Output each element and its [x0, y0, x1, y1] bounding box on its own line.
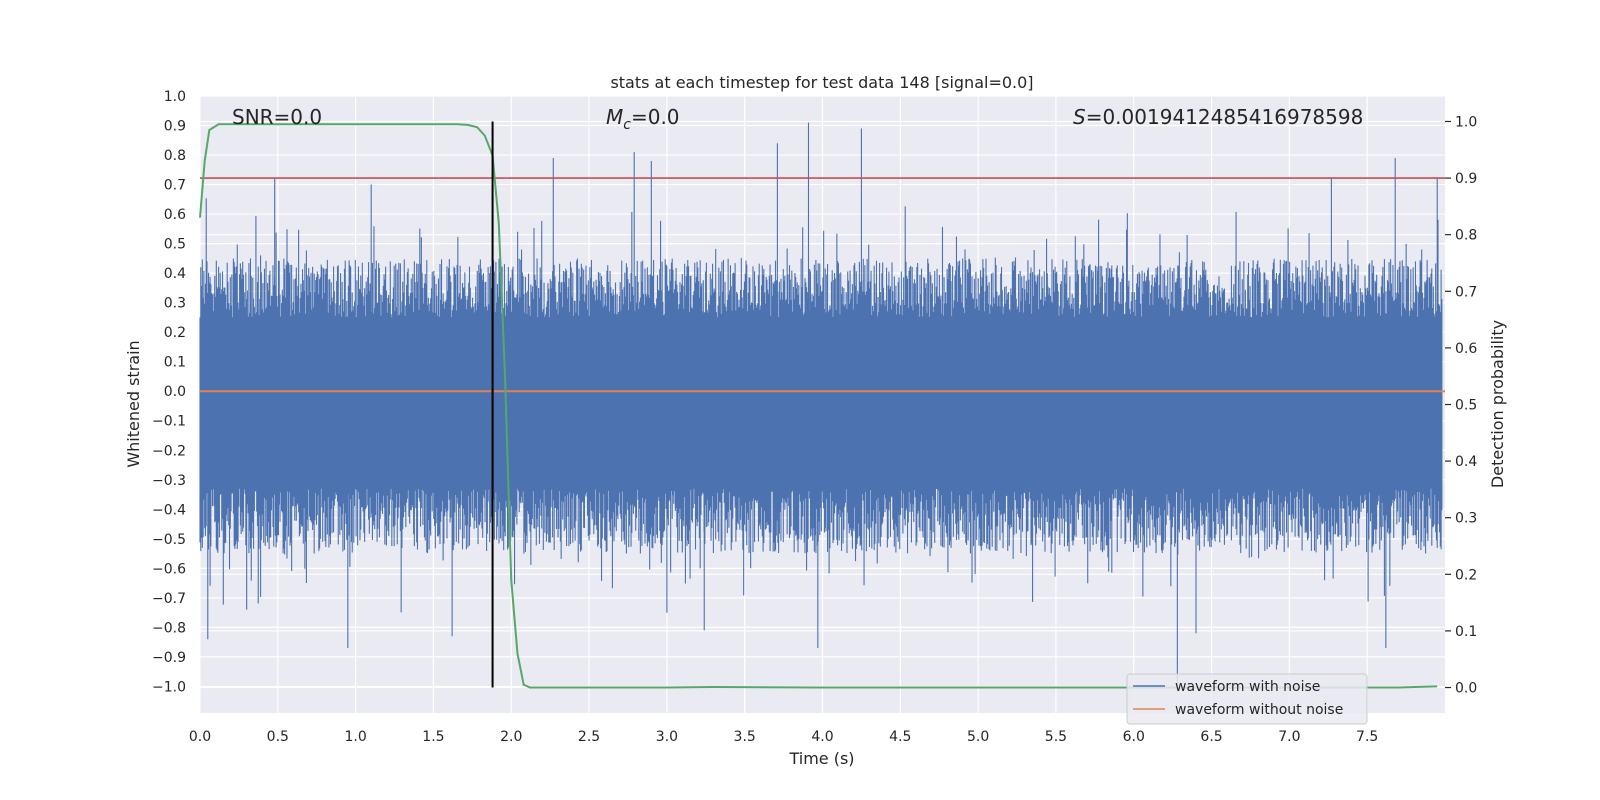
y-tick-label-right: 0.0 — [1455, 681, 1477, 697]
x-tick-label: 2.5 — [578, 729, 600, 745]
x-tick-label: 6.0 — [1123, 729, 1145, 745]
y-tick-label: −0.6 — [152, 561, 186, 577]
x-tick-label: 7.5 — [1356, 729, 1378, 745]
y-axis-title: Whitened strain — [124, 340, 143, 467]
x-tick-label: 3.0 — [656, 729, 678, 745]
x-tick-label: 2.0 — [500, 729, 522, 745]
y-tick-label-right: 0.7 — [1455, 284, 1477, 300]
annotation-s: S=0.0019412485416978598 — [1073, 105, 1363, 129]
y-tick-label: 0.5 — [164, 237, 186, 253]
y-tick-label-right: 0.5 — [1455, 398, 1477, 414]
x-tick-label: 6.5 — [1200, 729, 1222, 745]
annotation-snr: SNR=0.0 — [232, 105, 322, 129]
annotation-mc-value: =0.0 — [631, 105, 680, 129]
chart-title: stats at each timestep for test data 148… — [610, 73, 1033, 92]
y-tick-label: −0.3 — [152, 473, 186, 489]
x-tick-label: 5.5 — [1045, 729, 1067, 745]
x-tick-label: 5.0 — [967, 729, 989, 745]
x-tick-label: 0.0 — [189, 729, 211, 745]
legend-box — [1126, 673, 1368, 725]
y-tick-label-right: 0.4 — [1455, 454, 1477, 470]
y-tick-label: −0.5 — [152, 532, 186, 548]
y-tick-label: 0.0 — [164, 384, 186, 400]
y-axis-title-right: Detection probability — [1488, 320, 1507, 488]
y-tick-label: −0.2 — [152, 443, 186, 459]
y-tick-label-right: 0.1 — [1455, 624, 1477, 640]
annotation-s-symbol: S — [1073, 105, 1086, 129]
waveform-with-noise-line — [199, 122, 1443, 687]
legend-label-waveform-with-noise: waveform with noise — [1175, 679, 1320, 695]
y-tick-label: 0.2 — [164, 325, 186, 341]
y-tick-label: 0.9 — [164, 119, 186, 135]
x-tick-label: 1.5 — [422, 729, 444, 745]
y-tick-label-right: 0.9 — [1455, 171, 1477, 187]
legend: waveform with noise waveform without noi… — [1126, 673, 1368, 725]
y-tick-label-right: 0.6 — [1455, 341, 1477, 357]
y-tick-label: −0.4 — [152, 502, 186, 518]
y-tick-label: 0.1 — [164, 355, 186, 371]
y-tick-label: −0.1 — [152, 414, 186, 430]
x-tick-label: 0.5 — [267, 729, 289, 745]
y-tick-label: 0.3 — [164, 296, 186, 312]
annotation-s-value: =0.0019412485416978598 — [1086, 105, 1364, 129]
series-lines — [199, 121, 1445, 689]
y-tick-label-right: 0.2 — [1455, 567, 1477, 583]
y-tick-label: −0.7 — [152, 591, 186, 607]
x-axis-title: Time (s) — [788, 749, 854, 768]
axes: 0.0 0.5 1.0 1.5 2.0 2.5 3.0 3.5 4.0 4.5 5.0 5.5 6.0 6… — [152, 89, 1477, 745]
y-tick-label: 1.0 — [164, 89, 186, 105]
y-tick-label: −0.8 — [152, 620, 186, 636]
y-tick-label: 0.7 — [164, 178, 186, 194]
x-tick-label: 4.5 — [889, 729, 911, 745]
y-tick-label: 0.4 — [164, 266, 186, 282]
y-tick-label-right: 0.8 — [1455, 228, 1477, 244]
y-tick-label-right: 1.0 — [1455, 114, 1477, 130]
series-waveform-with-noise — [199, 122, 1443, 687]
annotation-mc-subscript: c — [623, 117, 631, 133]
y-tick-label: −0.9 — [152, 650, 186, 666]
y-tick-label-right: 0.3 — [1455, 511, 1477, 527]
detection-probability-line — [199, 123, 1438, 689]
legend-label-waveform-without-noise: waveform without noise — [1175, 702, 1343, 718]
x-tick-label: 3.5 — [734, 729, 756, 745]
y-tick-label: 0.8 — [164, 148, 186, 164]
x-tick-label: 7.0 — [1278, 729, 1300, 745]
x-tick-label: 1.0 — [344, 729, 366, 745]
y-tick-label: −1.0 — [152, 679, 186, 695]
annotation-mc: Mc=0.0 — [606, 105, 680, 133]
annotation-mc-symbol: M — [606, 105, 623, 129]
x-tick-label: 4.0 — [811, 729, 833, 745]
y-tick-label: 0.6 — [164, 207, 186, 223]
